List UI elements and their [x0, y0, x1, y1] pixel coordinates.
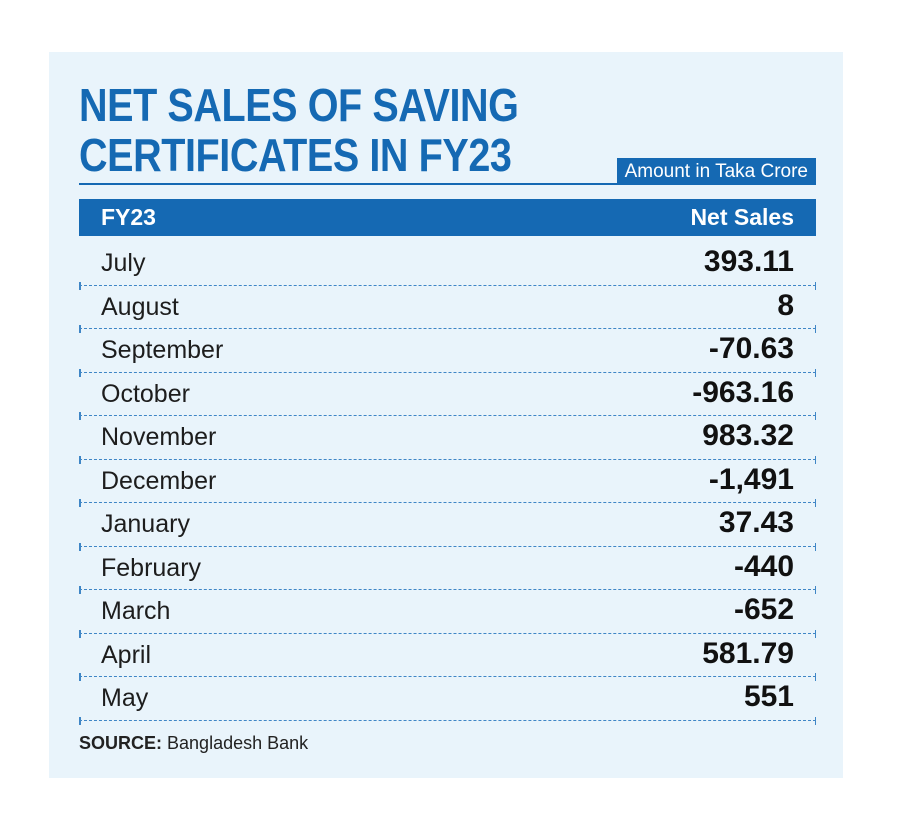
row-month: August: [101, 292, 179, 321]
source-text: Bangladesh Bank: [167, 733, 309, 753]
row-month: March: [101, 597, 171, 625]
row-net-sales-value: -652: [733, 593, 794, 626]
row-month: May: [101, 684, 149, 712]
table-row: February -440: [79, 547, 816, 594]
row-net-sales-value: 551: [743, 680, 794, 713]
row-net-sales-value: 983.32: [702, 419, 794, 452]
title-line-2: CERTIFICATES IN FY23: [79, 129, 512, 181]
row-net-sales-value: 37.43: [718, 506, 794, 539]
title-line-1: NET SALES OF SAVING: [79, 79, 519, 131]
table-row: January 37.43: [79, 503, 816, 550]
column-header-period: FY23: [101, 204, 156, 230]
row-month: October: [101, 379, 190, 408]
table-header: FY23 Net Sales: [79, 199, 816, 236]
title-divider: [79, 183, 816, 185]
row-net-sales-value: -1,491: [708, 462, 794, 496]
table-row: September -70.63: [79, 329, 816, 376]
column-header-net-sales: Net Sales: [690, 204, 794, 230]
source-label: SOURCE:: [79, 733, 163, 753]
table-row: March -652: [79, 590, 816, 637]
row-month: April: [101, 640, 152, 669]
infographic-card: NET SALES OF SAVING CERTIFICATES IN FY23…: [49, 52, 843, 778]
row-month: January: [101, 510, 190, 538]
row-net-sales-value: -963.16: [692, 375, 794, 409]
row-month: September: [101, 336, 224, 364]
table-body: July 393.11 August 8 September -70.63 October -…: [79, 242, 816, 724]
row-month: February: [101, 553, 202, 582]
unit-note: Amount in Taka Crore: [616, 158, 816, 185]
row-net-sales-value: -440: [733, 549, 794, 583]
chart-title: NET SALES OF SAVING CERTIFICATES IN FY23: [79, 80, 519, 180]
row-month: November: [101, 423, 217, 451]
row-net-sales-value: 8: [777, 288, 794, 322]
row-net-sales-value: -70.63: [708, 332, 794, 365]
table-row: December -1,491: [79, 460, 816, 507]
row-net-sales-value: 581.79: [702, 636, 794, 670]
table-row: July 393.11: [79, 242, 816, 289]
source-note: SOURCE: Bangladesh Bank: [79, 732, 308, 754]
table-row: August 8: [79, 286, 816, 333]
row-net-sales-value: 393.11: [703, 245, 794, 278]
row-month: December: [101, 466, 217, 495]
table-row: May 551: [79, 677, 816, 724]
table-row: November 983.32: [79, 416, 816, 463]
table-row: April 581.79: [79, 634, 816, 681]
table-row: October -963.16: [79, 373, 816, 420]
row-month: July: [101, 249, 146, 277]
